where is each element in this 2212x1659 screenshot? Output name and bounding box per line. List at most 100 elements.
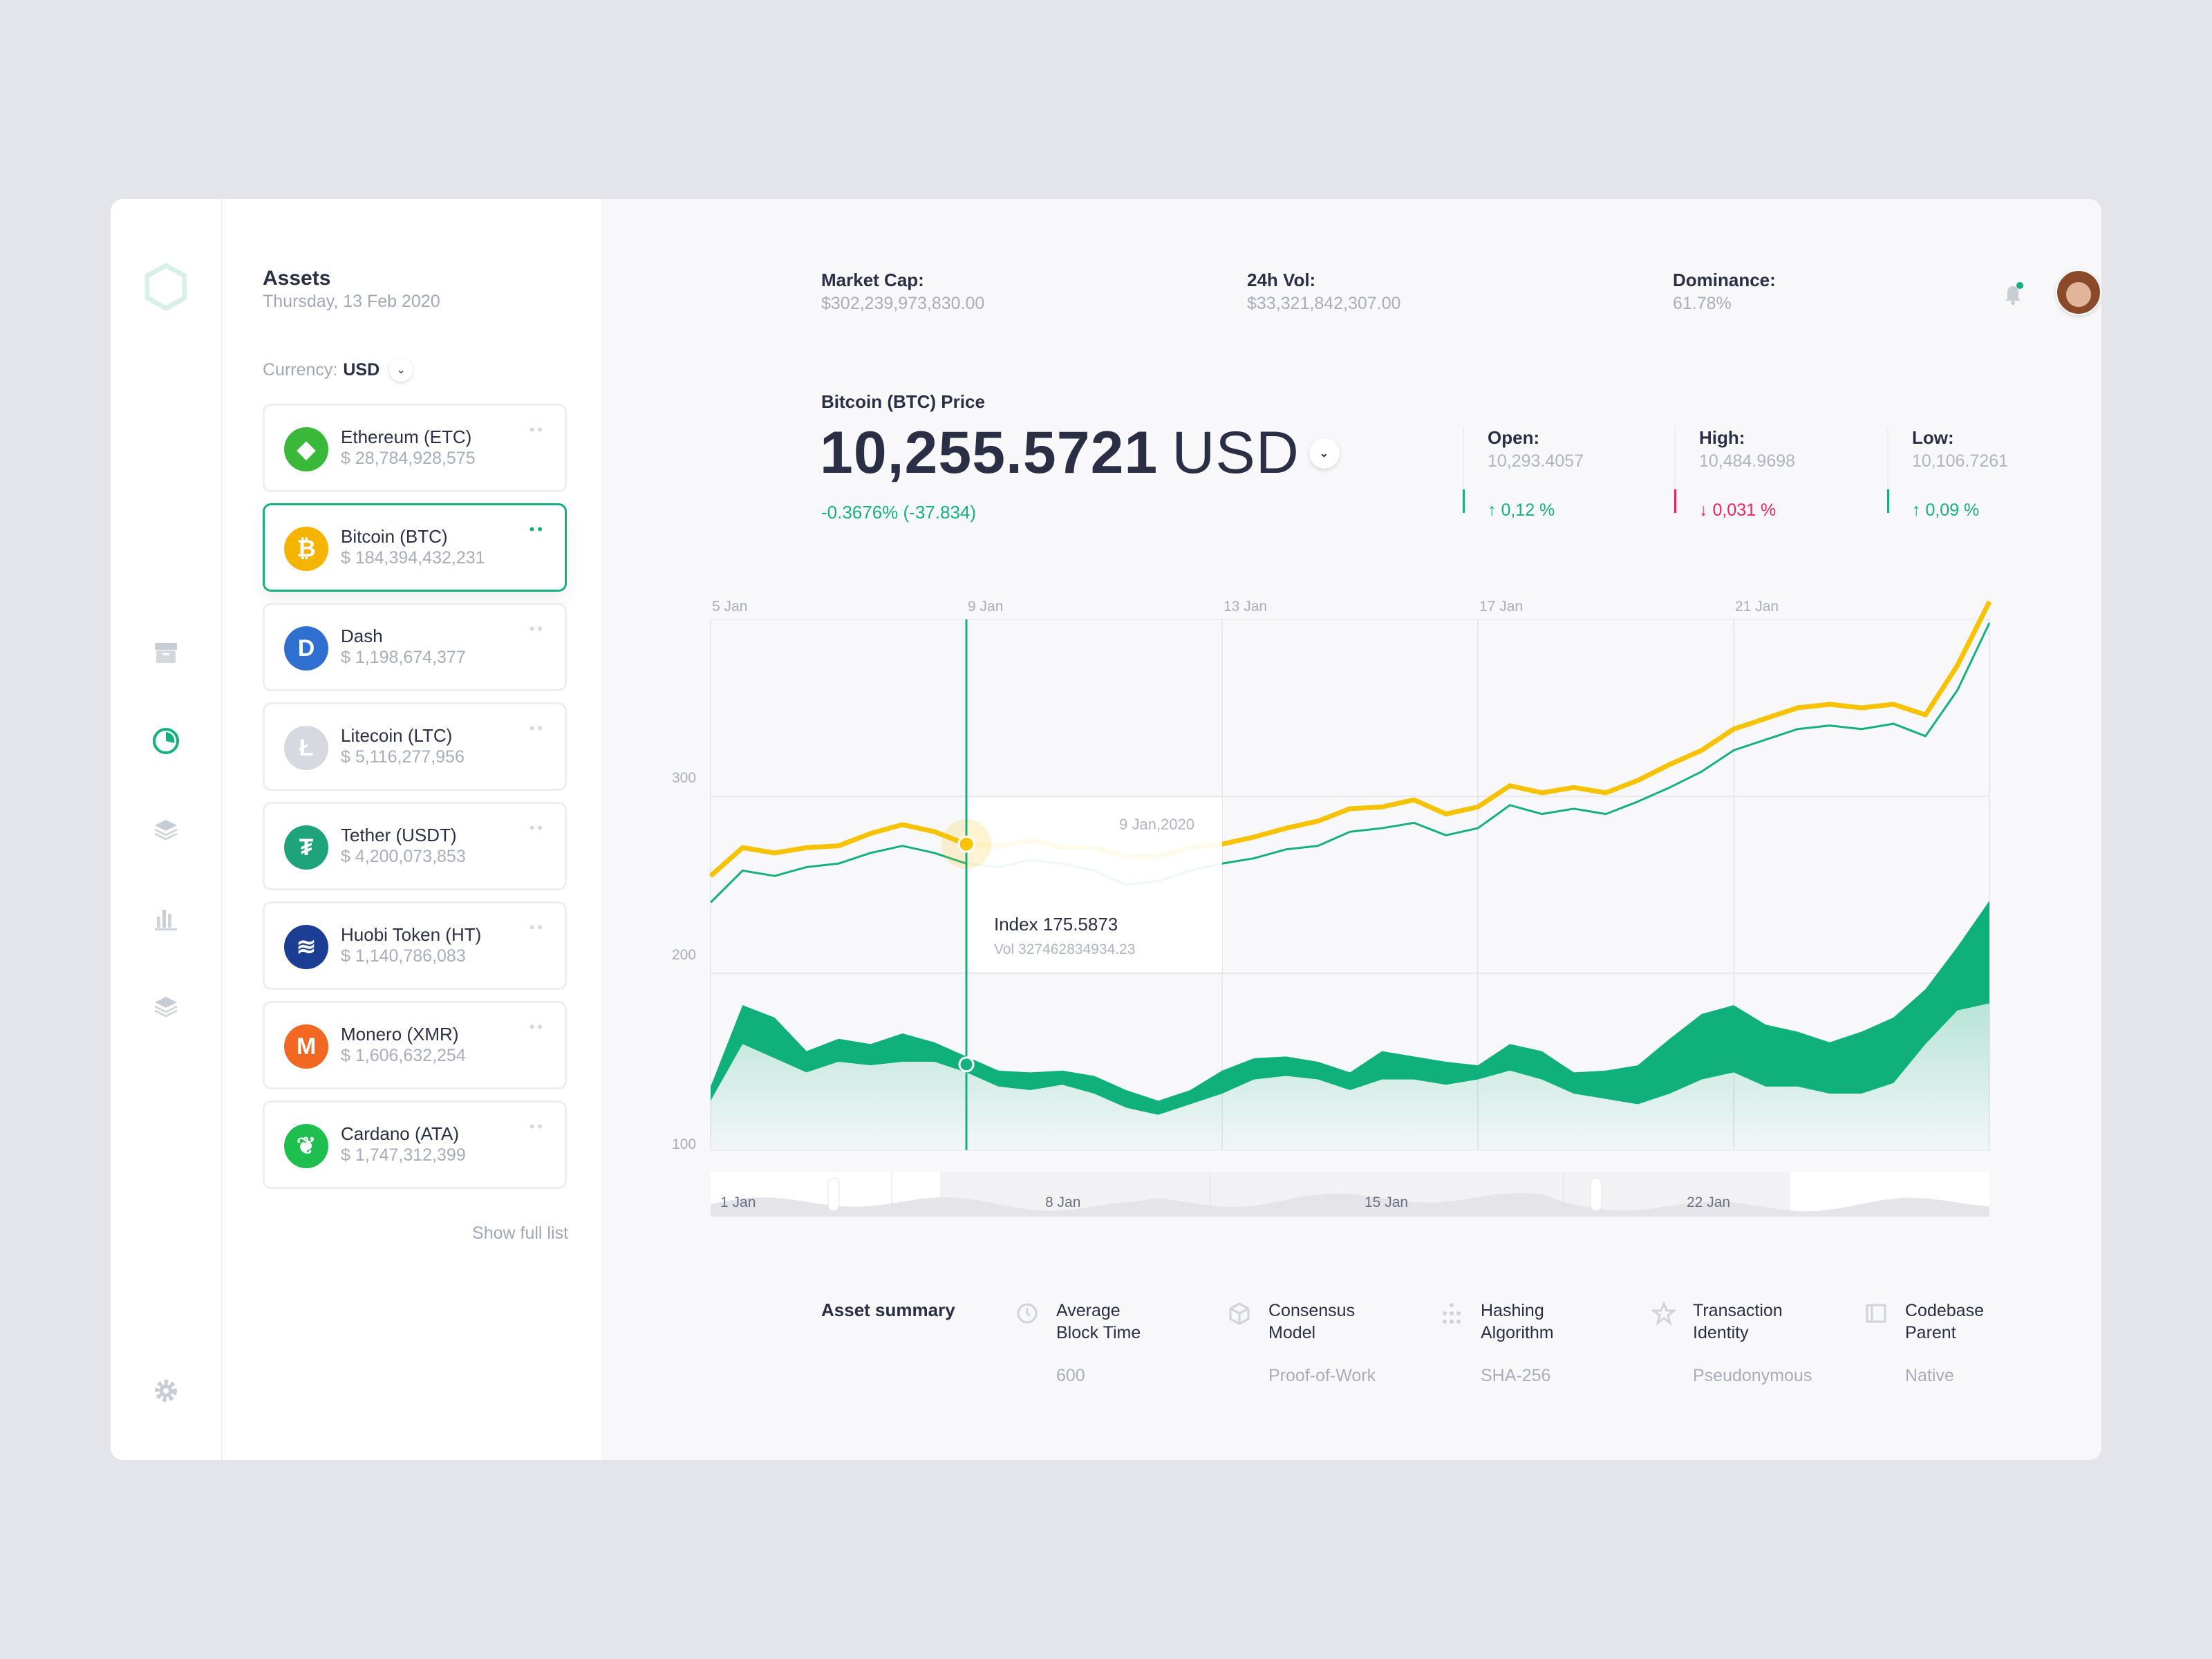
high-value: 10,484.9698 — [1699, 451, 1796, 471]
navigator-area — [711, 1192, 1989, 1217]
more-options-icon[interactable]: •• — [529, 1018, 545, 1035]
asset-summary-title: Asset summary — [821, 1300, 955, 1320]
assets-date: Thursday, 13 Feb 2020 — [263, 292, 440, 311]
network-icon — [1443, 1303, 1461, 1324]
archive-icon[interactable] — [149, 636, 182, 669]
assets-panel: Assets Thursday, 13 Feb 2020 Currency: U… — [223, 199, 601, 1460]
summary-value: Proof-of-Work — [1268, 1366, 1376, 1385]
coin-glyph: ◆ — [297, 436, 316, 462]
hover-point-price — [957, 835, 975, 853]
summary-item: Hashing Algorithm SHA-256 — [1439, 1300, 1619, 1386]
notification-bell-icon[interactable] — [1999, 279, 2027, 310]
logo-hexagon-icon[interactable] — [142, 263, 190, 311]
asset-market-cap: $ 28,784,928,575 — [341, 449, 476, 468]
user-avatar[interactable] — [2056, 270, 2101, 315]
volume-label: 24h Vol: — [1247, 270, 1316, 290]
summary-label: Codebase Parent — [1905, 1301, 1984, 1342]
series-line-index — [709, 622, 1991, 903]
show-full-list-link[interactable]: Show full list — [472, 1224, 568, 1243]
asset-card[interactable]: ₮ Tether (USDT) $ 4,200,073,853 •• — [263, 802, 567, 890]
summary-value: 600 — [1056, 1366, 1085, 1385]
volume-area — [711, 1003, 1989, 1150]
coin-glyph: Ł — [299, 734, 314, 761]
y-tick-label: 200 — [672, 947, 696, 963]
asset-market-cap: $ 1,606,632,254 — [341, 1046, 466, 1065]
summary-label: Transaction Identity — [1693, 1301, 1783, 1342]
more-options-icon[interactable]: •• — [529, 720, 545, 737]
asset-name: Monero (XMR) — [341, 1024, 459, 1044]
summary-item: Consensus Model Proof-of-Work — [1227, 1300, 1407, 1386]
volume-band — [711, 901, 1989, 1115]
price-change: -0.3676% (-37.834) — [821, 502, 977, 523]
high-stat: High: 10,484.9698 ↓ 0,031 % — [1674, 427, 1882, 520]
asset-card[interactable]: Ł Litecoin (LTC) $ 5,116,277,956 •• — [263, 702, 567, 791]
summary-value: SHA-256 — [1481, 1366, 1551, 1385]
y-tick-label: 100 — [672, 1136, 696, 1152]
cube-icon — [1229, 1302, 1250, 1325]
dashboard-card: Assets Thursday, 13 Feb 2020 Currency: U… — [111, 199, 2101, 1460]
more-options-icon[interactable]: •• — [529, 819, 545, 836]
hover-point-volume — [958, 1056, 975, 1073]
low-change: ↑ 0,09 % — [1912, 500, 1980, 520]
price-title: Bitcoin (BTC) Price — [821, 391, 985, 412]
asset-market-cap: $ 1,198,674,377 — [341, 648, 466, 667]
summary-value: Native — [1905, 1366, 1954, 1385]
price-chart[interactable]: 5 Jan 9 Jan 13 Jan 17 Jan 21 Jan 100 200 300 9 J… — [111, 199, 2101, 1460]
market-cap-value: $302,239,973,830.00 — [821, 294, 985, 313]
currency-chevron-down-icon[interactable]: ⌄ — [1309, 438, 1340, 469]
volume-value: $33,321,842,307.00 — [1247, 294, 1401, 313]
settings-gear-icon[interactable] — [149, 1374, 182, 1407]
asset-name: Tether (USDT) — [341, 825, 457, 845]
asset-card[interactable]: D Dash $ 1,198,674,377 •• — [263, 603, 567, 691]
coin-logo-icon: ≋ — [284, 925, 328, 969]
high-label: High: — [1699, 427, 1745, 448]
asset-card[interactable]: ❦ Cardano (ATA) $ 1,747,312,399 •• — [263, 1100, 567, 1189]
asset-market-cap: $ 184,394,432,231 — [341, 548, 485, 568]
asset-card[interactable]: ₿ Bitcoin (BTC) $ 184,394,432,231 •• — [263, 503, 567, 592]
layers-icon[interactable] — [149, 813, 182, 846]
summary-label: Consensus Model — [1268, 1301, 1356, 1342]
more-options-icon[interactable]: •• — [529, 521, 545, 538]
coin-glyph: ₮ — [299, 834, 314, 861]
open-value: 10,293.4057 — [1488, 451, 1584, 471]
price-display: 10,255.5721 USD ⌄ — [820, 419, 1340, 487]
asset-name: Dash — [341, 626, 383, 646]
market-cap-stat: Market Cap: $302,239,973,830.00 — [821, 270, 984, 314]
star-icon — [1651, 1301, 1676, 1326]
coin-glyph: ❦ — [296, 1133, 317, 1159]
currency-selector[interactable]: Currency: USD ⌄ — [263, 358, 413, 382]
asset-name: Ethereum (ETC) — [341, 427, 472, 447]
summary-item: Transaction Identity Pseudonymous — [1651, 1300, 1831, 1386]
asset-card[interactable]: ≋ Huobi Token (HT) $ 1,140,786,083 •• — [263, 901, 567, 990]
volume-stat: 24h Vol: $33,321,842,307.00 — [1247, 270, 1400, 314]
coin-logo-icon: ◆ — [284, 427, 328, 471]
coin-logo-icon: ❦ — [284, 1124, 328, 1168]
columns-icon — [1866, 1304, 1886, 1323]
portfolio-pie-icon[interactable] — [149, 724, 182, 758]
asset-market-cap: $ 1,140,786,083 — [341, 946, 466, 966]
clock-icon — [1017, 1303, 1038, 1324]
low-label: Low: — [1912, 427, 1954, 448]
asset-name: Huobi Token (HT) — [341, 924, 482, 945]
asset-market-cap: $ 1,747,312,399 — [341, 1145, 466, 1165]
chart-area: 5 Jan 9 Jan 13 Jan 17 Jan 21 Jan 100 200 300 9 J… — [111, 199, 2101, 1460]
coin-logo-icon: ₿ — [284, 527, 328, 571]
summary-item: Codebase Parent Native — [1864, 1300, 2043, 1386]
chevron-down-icon[interactable]: ⌄ — [389, 358, 413, 382]
navigator-handle[interactable] — [827, 1177, 840, 1212]
low-value: 10,106.7261 — [1912, 451, 2009, 471]
bar-chart-icon[interactable] — [149, 901, 182, 935]
navigator-tick-label: 1 Jan — [720, 1194, 756, 1210]
more-options-icon[interactable]: •• — [529, 1118, 545, 1135]
asset-card[interactable]: ◆ Ethereum (ETC) $ 28,784,928,575 •• — [263, 404, 567, 492]
asset-name: Litecoin (LTC) — [341, 725, 453, 746]
stack-icon[interactable] — [149, 990, 182, 1023]
coin-glyph: M — [296, 1033, 317, 1060]
summary-label: Hashing Algorithm — [1481, 1301, 1554, 1342]
more-options-icon[interactable]: •• — [529, 421, 545, 438]
navigator-handle[interactable] — [1590, 1177, 1602, 1212]
low-stat: Low: 10,106.7261 ↑ 0,09 % — [1887, 427, 2094, 520]
asset-card[interactable]: M Monero (XMR) $ 1,606,632,254 •• — [263, 1001, 567, 1089]
more-options-icon[interactable]: •• — [529, 620, 545, 637]
more-options-icon[interactable]: •• — [529, 919, 545, 936]
